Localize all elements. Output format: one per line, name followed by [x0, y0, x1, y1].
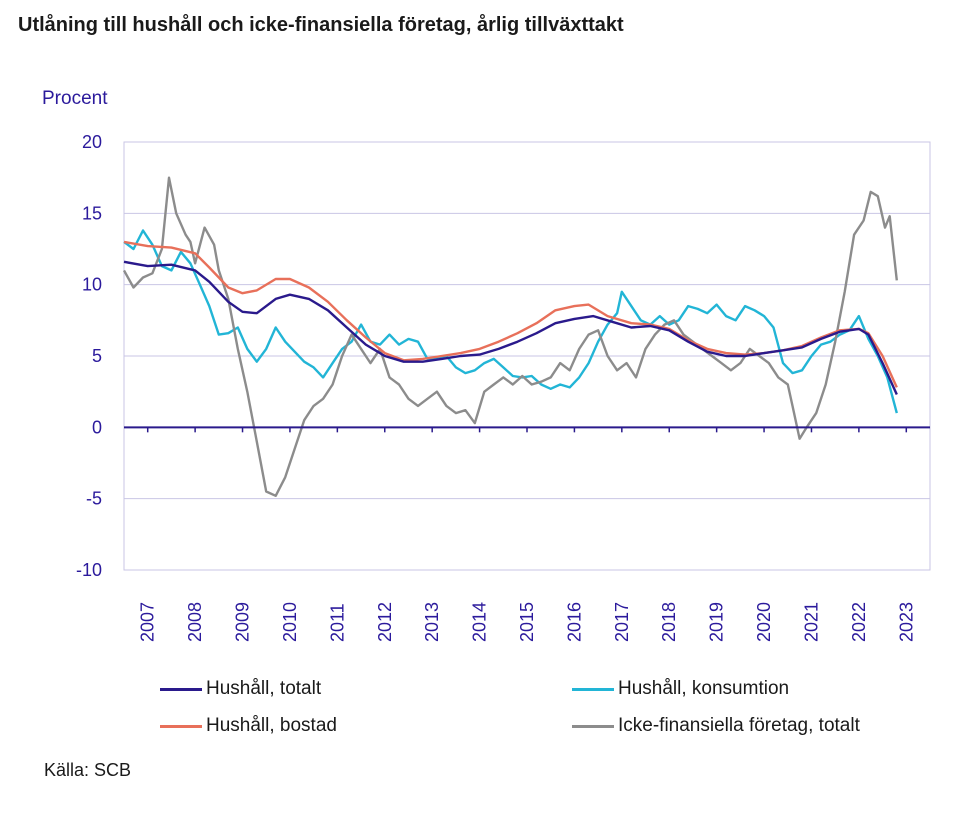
x-tick-label: 2020 — [754, 602, 774, 642]
legend-swatch — [160, 724, 202, 728]
legend-swatch — [572, 687, 614, 691]
y-tick-label: 5 — [92, 346, 102, 366]
x-tick-label: 2010 — [280, 602, 300, 642]
x-tick-label: 2012 — [375, 602, 395, 642]
x-tick-label: 2013 — [422, 602, 442, 642]
series-line-2 — [123, 240, 898, 388]
legend-label: Hushåll, bostad — [206, 715, 337, 736]
series-line-3 — [122, 176, 898, 497]
x-tick-label: 2014 — [470, 602, 490, 642]
x-tick-label: 2009 — [233, 602, 253, 642]
x-tick-label: 2017 — [612, 602, 632, 642]
x-tick-label: 2011 — [327, 603, 347, 642]
x-tick-label: 2007 — [138, 602, 158, 642]
axes — [124, 426, 930, 433]
x-tick-label: 2023 — [896, 602, 916, 642]
x-tick-label: 2021 — [801, 602, 821, 642]
legend-label: Icke-finansiella företag, totalt — [618, 715, 860, 736]
y-tick-label: -10 — [76, 560, 102, 580]
legend-label: Hushåll, konsumtion — [618, 678, 790, 699]
x-tick-label: 2015 — [517, 602, 537, 642]
y-tick-label: 15 — [82, 203, 102, 223]
y-axis-label: Procent — [42, 88, 108, 109]
y-tick-label: -5 — [86, 489, 102, 509]
series-line-1 — [123, 229, 898, 414]
x-tick-label: 2022 — [849, 602, 869, 642]
series-lines — [122, 176, 898, 497]
y-tick-label: 10 — [82, 275, 102, 295]
legend-hushall-totalt: Hushåll, totalt — [160, 678, 321, 700]
y-tick-label: 0 — [92, 417, 102, 437]
legend-hushall-konsumtion: Hushåll, konsumtion — [572, 678, 789, 700]
legend-swatch — [160, 687, 202, 691]
y-tick-label: 20 — [82, 132, 102, 152]
legend-swatch — [572, 724, 614, 728]
grid — [123, 141, 931, 571]
x-tick-label: 2008 — [185, 602, 205, 642]
legend-label: Hushåll, totalt — [206, 678, 322, 699]
x-tick-label: 2016 — [564, 602, 584, 642]
legend-icke-finansiella: Icke-finansiella företag, totalt — [572, 715, 860, 737]
chart-title: Utlåning till hushåll och icke-finansiel… — [18, 14, 624, 36]
source-note: Källa: SCB — [44, 760, 132, 780]
series-line-0 — [123, 260, 898, 395]
x-tick-label: 2019 — [707, 602, 727, 642]
legend-hushall-bostad: Hushåll, bostad — [160, 715, 337, 737]
x-tick-label: 2018 — [659, 602, 679, 642]
